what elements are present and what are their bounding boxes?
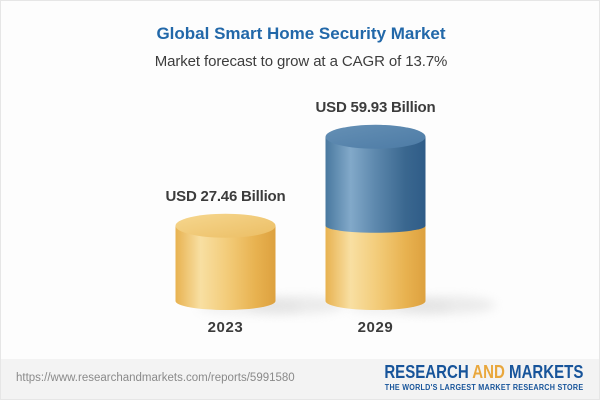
category-label-2029: 2029 [357, 319, 394, 336]
brand-word-research: RESEARCH [383, 361, 469, 382]
category-label-2023: 2023 [207, 319, 244, 336]
report-url: https://www.researchandmarkets.com/repor… [16, 372, 295, 384]
brand-tagline: THE WORLD'S LARGEST MARKET RESEARCH STOR… [384, 382, 583, 392]
brand-word-markets: MARKETS [508, 361, 583, 382]
value-label-2023: USD 27.46 Billion [165, 187, 286, 205]
footer: https://www.researchandmarkets.com/repor… [1, 359, 599, 399]
brand-word-and: AND [471, 361, 505, 382]
brand-logo: RESEARCH AND MARKETS THE WORLD'S LARGEST… [345, 361, 583, 392]
chart-title: Global Smart Home Security Market [156, 24, 446, 43]
chart-subtitle: Market forecast to grow at a CAGR of 13.… [154, 53, 448, 70]
brand-logo-wordmark: RESEARCH AND MARKETS [383, 361, 583, 382]
value-label-2029: USD 59.93 Billion [315, 98, 436, 116]
